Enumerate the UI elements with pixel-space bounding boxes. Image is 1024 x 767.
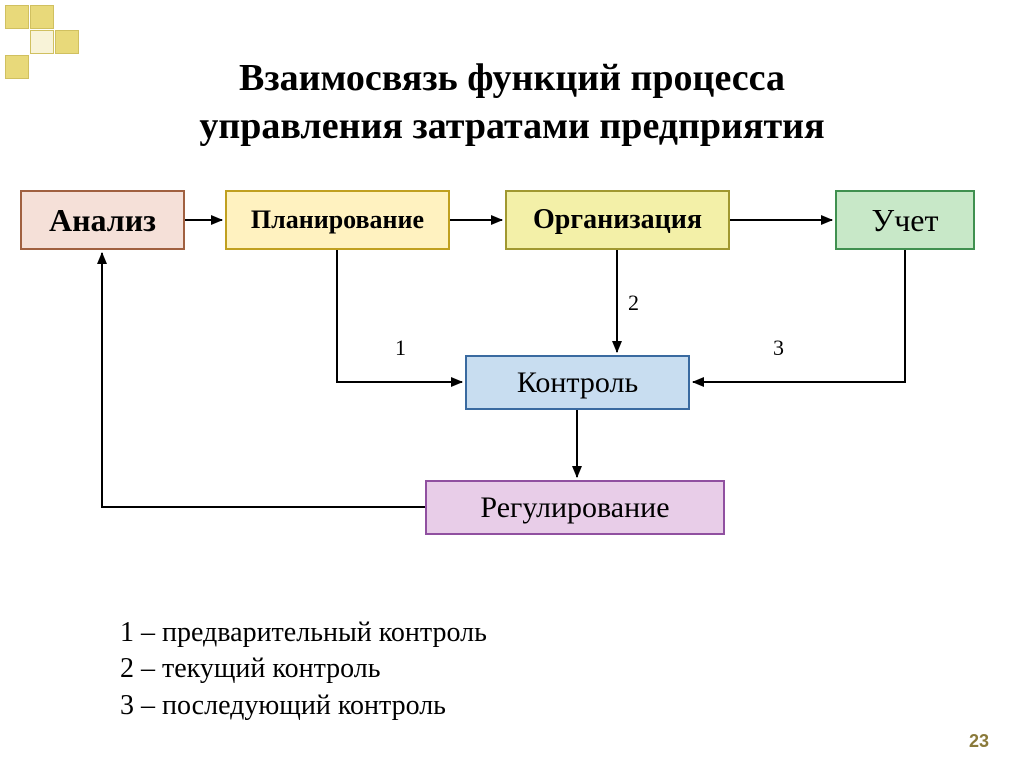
legend-item-2: 2 – текущий контроль bbox=[120, 651, 487, 687]
deco-square bbox=[30, 5, 54, 29]
node-planning: Планирование bbox=[225, 190, 450, 250]
title-line-2: управления затратами предприятия bbox=[199, 105, 824, 147]
node-organization: Организация bbox=[505, 190, 730, 250]
title-line-1: Взаимосвязь функций процесса bbox=[239, 57, 785, 99]
node-control: Контроль bbox=[465, 355, 690, 410]
edge bbox=[693, 250, 905, 382]
node-label: Учет bbox=[872, 202, 939, 239]
page-number: 23 bbox=[969, 731, 989, 752]
deco-square bbox=[5, 5, 29, 29]
node-label: Планирование bbox=[251, 205, 424, 235]
node-label: Организация bbox=[533, 204, 702, 236]
node-label: Анализ bbox=[49, 202, 156, 239]
edge-label: 3 bbox=[773, 335, 784, 361]
node-analysis: Анализ bbox=[20, 190, 185, 250]
deco-square bbox=[30, 30, 54, 54]
edge bbox=[102, 253, 425, 507]
edge bbox=[337, 250, 462, 382]
flowchart: Анализ Планирование Организация Учет Контрол… bbox=[0, 175, 1024, 575]
legend: 1 – предварительный контроль 2 – текущий… bbox=[120, 615, 487, 724]
edge-label: 1 bbox=[395, 335, 406, 361]
node-accounting: Учет bbox=[835, 190, 975, 250]
legend-item-3: 3 – последующий контроль bbox=[120, 688, 487, 724]
node-label: Регулирование bbox=[480, 491, 669, 525]
edge-label: 2 bbox=[628, 290, 639, 316]
deco-square bbox=[55, 30, 79, 54]
node-label: Контроль bbox=[517, 366, 638, 400]
node-regulation: Регулирование bbox=[425, 480, 725, 535]
page-title: Взаимосвязь функций процесса управления … bbox=[0, 55, 1024, 150]
legend-item-1: 1 – предварительный контроль bbox=[120, 615, 487, 651]
